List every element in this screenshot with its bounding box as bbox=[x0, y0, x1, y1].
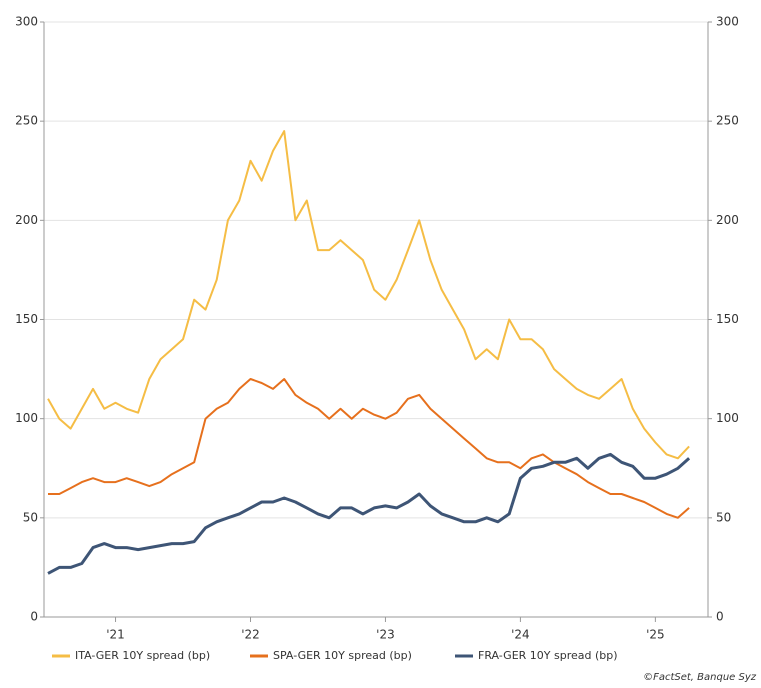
y-tick-label: 100 bbox=[15, 411, 38, 425]
y2-tick-label: 250 bbox=[716, 114, 739, 128]
y2-tick-label: 50 bbox=[716, 510, 731, 524]
legend-label: SPA-GER 10Y spread (bp) bbox=[273, 649, 412, 662]
y-tick-label: 200 bbox=[15, 213, 38, 227]
legend-label: ITA-GER 10Y spread (bp) bbox=[75, 649, 210, 662]
series-line bbox=[47, 452, 691, 575]
x-tick-label: '21 bbox=[106, 628, 125, 642]
y-tick-label: 50 bbox=[23, 510, 38, 524]
y-tick-label: 0 bbox=[30, 610, 38, 624]
source: ©FactSet, Banque Syz bbox=[643, 672, 757, 683]
series-line bbox=[48, 378, 690, 519]
y2-tick-label: 0 bbox=[716, 610, 724, 624]
series-line bbox=[47, 130, 690, 460]
y-tick-label: 150 bbox=[15, 312, 38, 326]
x-tick-label: '25 bbox=[646, 628, 665, 642]
x-tick-label: '24 bbox=[511, 628, 530, 642]
x-tick-label: '23 bbox=[376, 628, 395, 642]
y-tick-label: 250 bbox=[15, 114, 38, 128]
x-tick-label: '22 bbox=[241, 628, 260, 642]
y-tick-label: 300 bbox=[15, 15, 38, 29]
legend-label: FRA-GER 10Y spread (bp) bbox=[478, 649, 618, 662]
y2-tick-label: 100 bbox=[716, 411, 739, 425]
y2-tick-label: 300 bbox=[716, 15, 739, 29]
y2-tick-label: 200 bbox=[716, 213, 739, 227]
y2-tick-label: 150 bbox=[716, 312, 739, 326]
